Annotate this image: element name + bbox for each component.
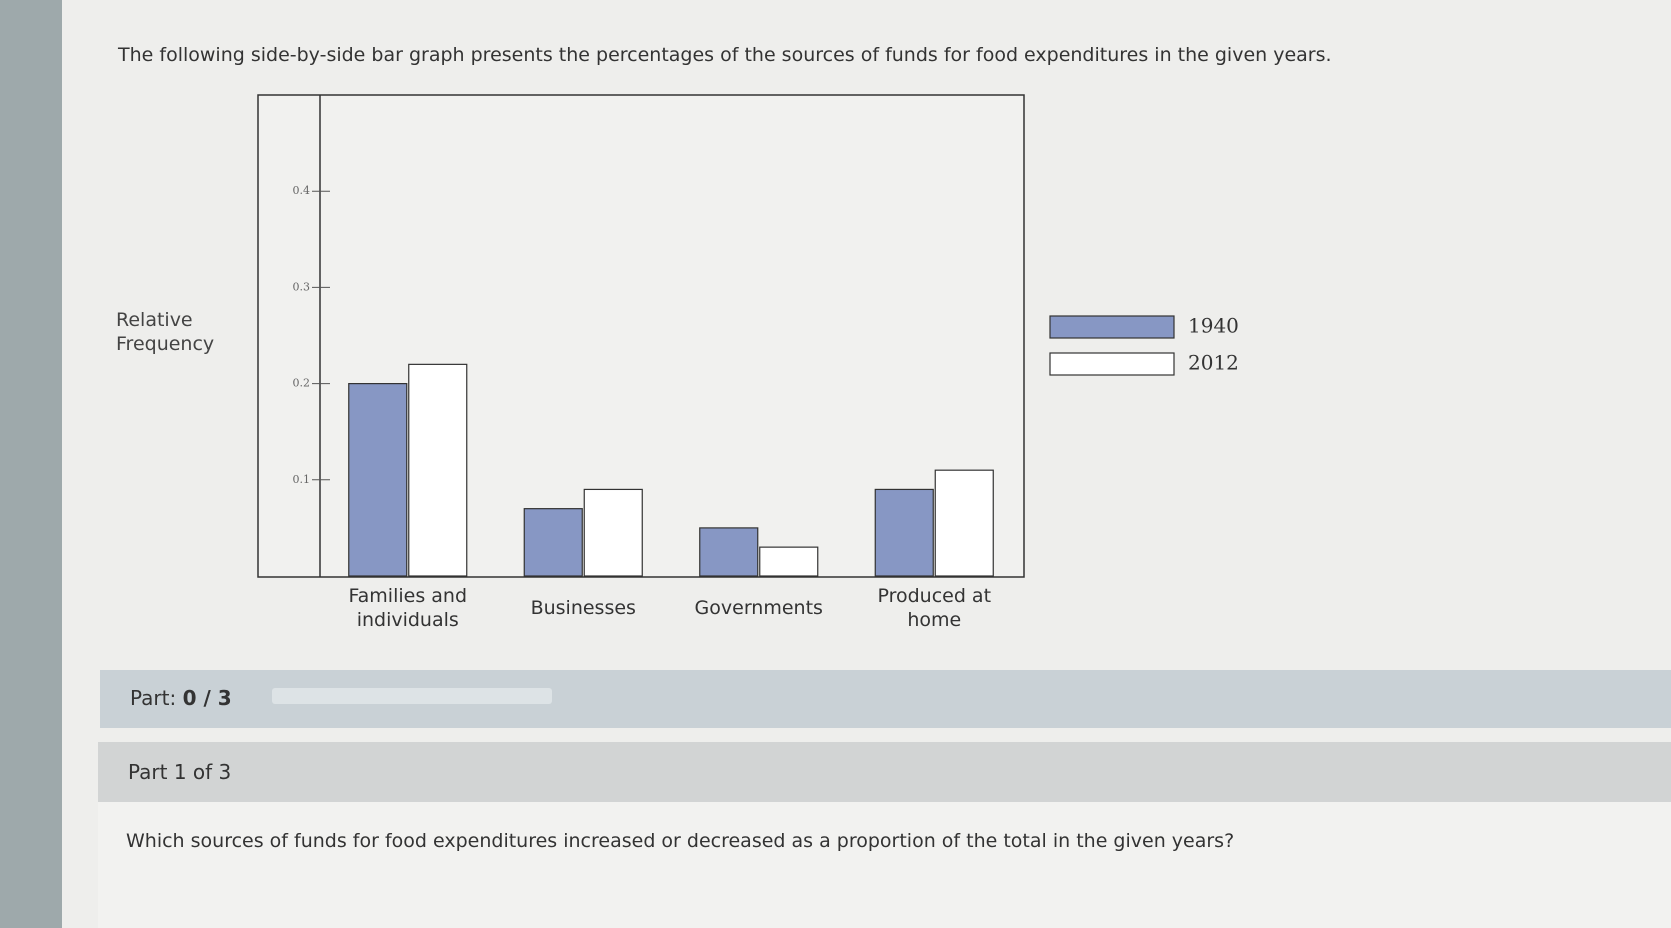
progress-text: Part: 0 / 3 [130,686,232,710]
bar [874,488,934,577]
y-axis-label: Relative Frequency [116,309,215,355]
part-header [98,742,1671,802]
legend-label: 1940 [1188,314,1239,338]
bar [699,527,759,577]
part-header-text: Part 1 of 3 [128,760,232,784]
question-text: Which sources of funds for food expendit… [126,830,1235,852]
intro-text: The following side-by-side bar graph pre… [118,44,1332,66]
chart: 0.1 0.2 0.3 0.4 1940 2012 [257,94,1239,578]
x-tick-label: Governments [694,597,823,619]
progress-track [272,688,552,704]
legend-label: 2012 [1188,351,1239,375]
bar [408,363,468,577]
y-tick-label: 0.1 [293,473,311,486]
y-tick-label: 0.3 [293,280,311,293]
legend-swatch [1049,352,1175,376]
side-strip [0,0,62,928]
bar [583,488,643,577]
bar [759,546,819,577]
y-tick-label: 0.4 [293,184,311,197]
progress-value: 0 / 3 [182,686,232,710]
bar [523,508,583,577]
x-tick-label: Produced at home [877,585,992,631]
progress-label: Part: [130,686,177,710]
y-tick-label: 0.2 [293,377,311,390]
x-tick-label: Families and individuals [348,585,468,631]
question-box [98,802,1671,928]
legend-swatch [1049,315,1175,339]
bar [934,469,994,577]
x-tick-label: Businesses [530,597,636,619]
bar [348,383,408,577]
